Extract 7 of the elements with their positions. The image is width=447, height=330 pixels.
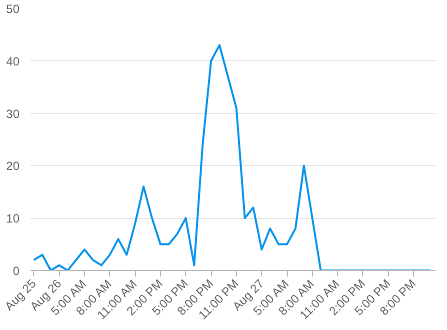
y-tick-label: 30 bbox=[6, 106, 20, 121]
y-tick-label: 10 bbox=[6, 212, 20, 226]
y-tick-label: 0 bbox=[12, 264, 20, 278]
y-tick-label: 50 bbox=[6, 2, 20, 16]
y-tick-label: 40 bbox=[6, 54, 20, 68]
line-series bbox=[32, 44, 432, 270]
y-tick-label: 20 bbox=[6, 159, 20, 174]
